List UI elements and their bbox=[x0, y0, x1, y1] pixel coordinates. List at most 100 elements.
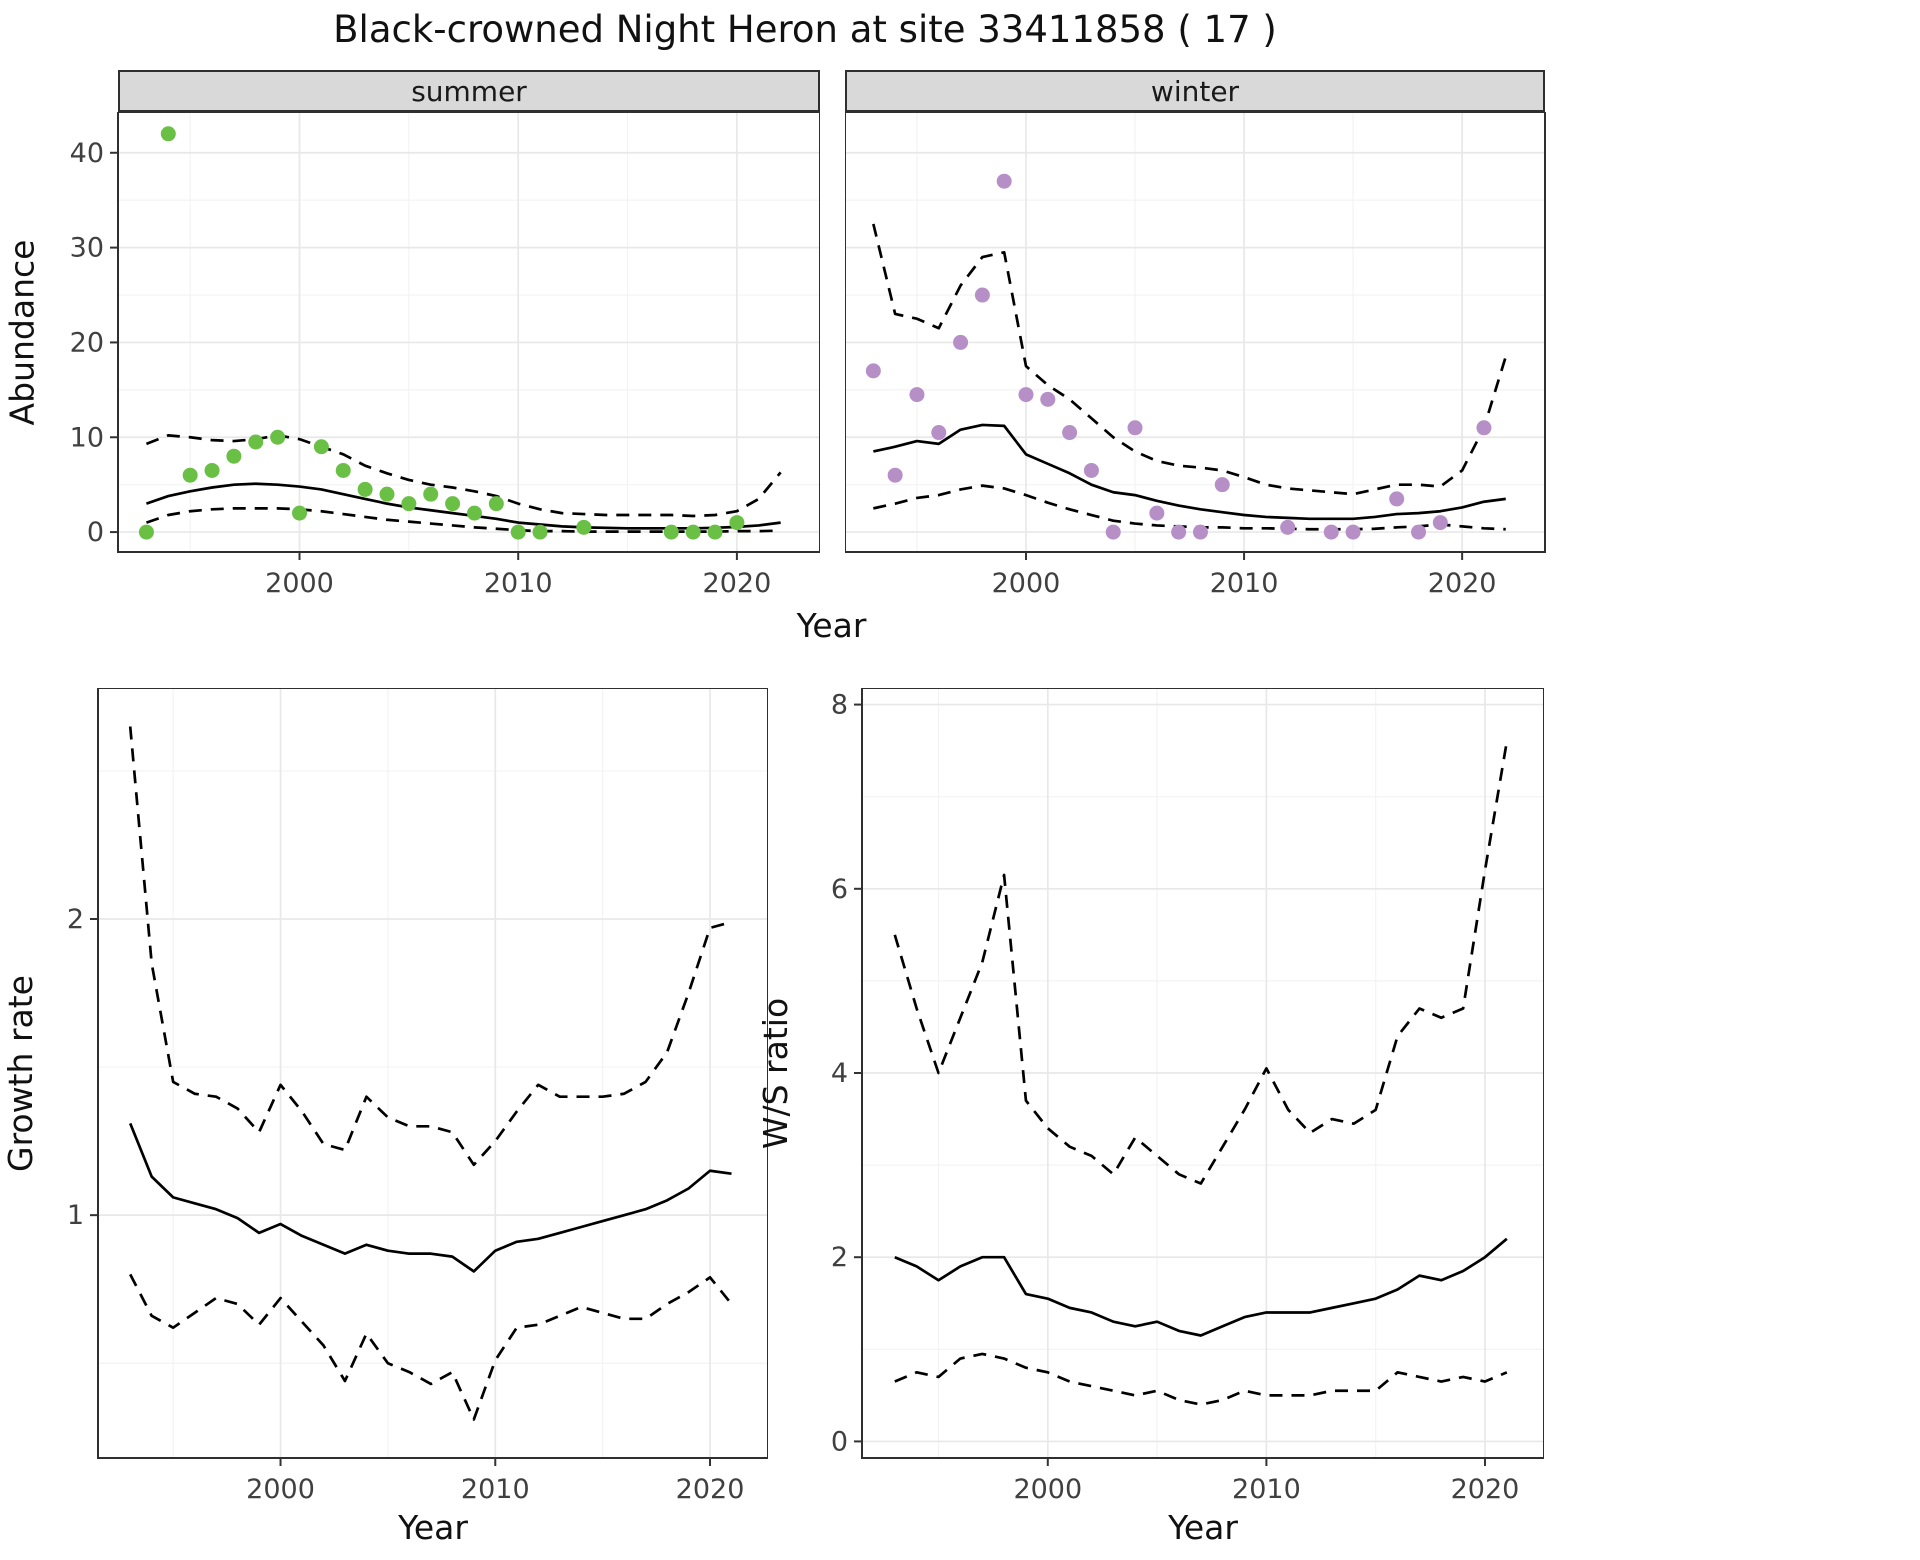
data-point bbox=[313, 439, 329, 455]
data-point bbox=[1127, 420, 1143, 436]
data-point bbox=[1192, 524, 1208, 540]
x-tick-label: 2000 bbox=[992, 568, 1061, 599]
data-point bbox=[1432, 515, 1448, 531]
figure: Black-crowned Night Heron at site 334118… bbox=[0, 8, 1546, 1547]
facet-strip-summer: summer bbox=[118, 70, 820, 112]
data-point bbox=[1389, 491, 1405, 507]
x-tick-label: 2010 bbox=[461, 1474, 530, 1505]
data-point bbox=[488, 496, 504, 512]
panel-border bbox=[97, 688, 768, 1459]
y-tick-label: 1 bbox=[67, 1200, 84, 1231]
upper_ci-line bbox=[893, 741, 1509, 1185]
data-point bbox=[663, 524, 679, 540]
data-point bbox=[909, 387, 925, 403]
data-point bbox=[379, 486, 395, 502]
data-point bbox=[1171, 524, 1187, 540]
growth-rate-chart: 2000 2010 2020 1 2 bbox=[67, 688, 768, 1505]
data-point bbox=[1083, 462, 1099, 478]
abundance-x-axis-label: Year bbox=[796, 606, 867, 645]
data-point bbox=[1214, 477, 1230, 493]
data-point bbox=[931, 425, 947, 441]
data-point bbox=[423, 486, 439, 502]
data-point bbox=[445, 496, 461, 512]
panel-background bbox=[98, 688, 768, 1458]
data-point bbox=[974, 287, 990, 303]
data-point bbox=[707, 524, 723, 540]
y-tick-label: 0 bbox=[87, 517, 104, 548]
abundance-winter-chart: 2000 2010 2020 bbox=[845, 112, 1546, 599]
data-point bbox=[996, 173, 1012, 189]
y-tick-label: 40 bbox=[70, 138, 104, 169]
growth-rate-y-axis-label-text: Growth rate bbox=[0, 974, 40, 1172]
y-tick-label: 10 bbox=[70, 422, 104, 453]
abundance-y-axis-label: Abundance bbox=[0, 112, 44, 552]
data-point bbox=[138, 524, 154, 540]
upper_ci-line bbox=[128, 726, 732, 1167]
ws-ratio-y-axis-label-text: W/S ratio bbox=[756, 997, 796, 1149]
lower_ci-line bbox=[894, 1352, 1508, 1406]
ws-ratio-x-axis-label: Year bbox=[1168, 1508, 1238, 1547]
x-tick-label: 2010 bbox=[1210, 568, 1279, 599]
panel-background bbox=[118, 112, 820, 552]
data-point bbox=[1323, 524, 1339, 540]
data-point bbox=[1040, 391, 1056, 407]
data-point bbox=[204, 462, 220, 478]
data-point bbox=[887, 467, 903, 483]
x-tick-label: 2000 bbox=[246, 1474, 315, 1505]
growth-rate-y-axis-label: Growth rate bbox=[0, 688, 40, 1458]
x-tick-label: 2010 bbox=[1232, 1474, 1301, 1505]
y-tick-label: 0 bbox=[831, 1426, 848, 1457]
abundance-summer-chart: 2000 2010 2020 0 10 20 30 40 bbox=[70, 112, 820, 599]
data-point bbox=[1062, 425, 1078, 441]
x-tick-label: 2020 bbox=[676, 1474, 745, 1505]
data-point bbox=[532, 524, 548, 540]
y-tick-label: 2 bbox=[67, 904, 84, 935]
y-tick-label: 30 bbox=[70, 233, 104, 264]
x-tick-label: 2010 bbox=[484, 568, 553, 599]
data-point bbox=[248, 434, 264, 450]
x-tick-label: 2020 bbox=[1451, 1474, 1520, 1505]
y-tick-label: 20 bbox=[70, 327, 104, 358]
upper_ci-line bbox=[872, 223, 1508, 496]
data-point bbox=[466, 505, 482, 521]
y-tick-label: 8 bbox=[831, 690, 848, 721]
data-point bbox=[1476, 420, 1492, 436]
data-point bbox=[953, 334, 969, 350]
data-point bbox=[1280, 519, 1296, 535]
facet-strip-summer-label: summer bbox=[411, 74, 527, 108]
panel-background bbox=[845, 112, 1545, 552]
data-point bbox=[1105, 524, 1121, 540]
data-point bbox=[1345, 524, 1361, 540]
y-tick-label: 6 bbox=[831, 874, 848, 905]
facet-strip-winter: winter bbox=[845, 70, 1545, 112]
ws-ratio-y-axis-label: W/S ratio bbox=[754, 688, 798, 1458]
fit-line bbox=[873, 423, 1506, 521]
ws-ratio-chart: 2000 2010 2020 0 2 4 6 8 bbox=[831, 688, 1544, 1505]
x-tick-label: 2020 bbox=[1428, 568, 1497, 599]
data-point bbox=[182, 467, 198, 483]
data-point bbox=[1018, 387, 1034, 403]
growth-rate-x-axis-label: Year bbox=[398, 1508, 468, 1547]
fit-line bbox=[894, 1237, 1508, 1337]
lower_ci-line bbox=[129, 1273, 733, 1421]
data-point bbox=[335, 462, 351, 478]
data-point bbox=[865, 363, 881, 379]
abundance-y-axis-label-text: Abundance bbox=[2, 239, 42, 425]
x-tick-label: 2000 bbox=[265, 568, 334, 599]
panel-border bbox=[117, 112, 820, 553]
x-tick-label: 2000 bbox=[1013, 1474, 1082, 1505]
y-tick-label: 2 bbox=[831, 1242, 848, 1273]
panel-border bbox=[845, 112, 1546, 553]
y-tick-label: 4 bbox=[831, 1058, 848, 1089]
data-point bbox=[685, 524, 701, 540]
data-point bbox=[1149, 505, 1165, 521]
data-point bbox=[1411, 524, 1427, 540]
data-point bbox=[401, 496, 417, 512]
fit-line bbox=[128, 1122, 732, 1273]
data-point bbox=[160, 126, 176, 142]
data-point bbox=[510, 524, 526, 540]
data-point bbox=[357, 481, 373, 497]
lower_ci-line bbox=[873, 484, 1506, 531]
data-point bbox=[270, 429, 286, 445]
data-point bbox=[292, 505, 308, 521]
